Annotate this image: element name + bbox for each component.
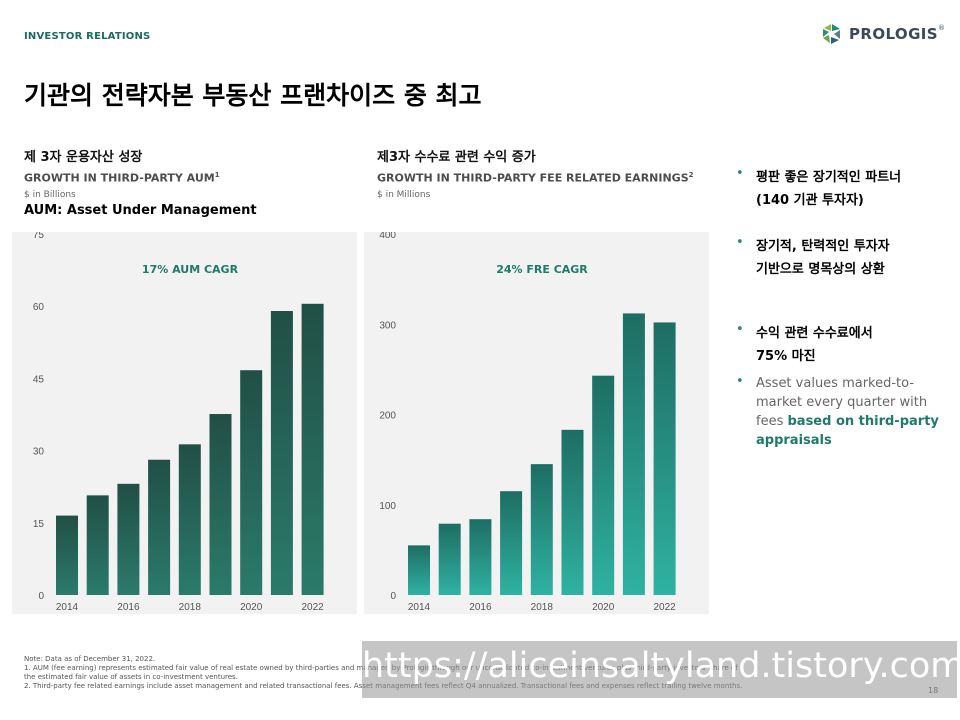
fre-y-tick-label: 100 (379, 501, 396, 512)
aum-title-en: GROWTH IN THIRD-PARTY AUM1 (24, 171, 220, 185)
fre-x-tick-label: 2016 (469, 602, 492, 613)
fre-bar-2018 (530, 464, 553, 595)
bullet-line: (140 기관 투자자) (756, 193, 864, 208)
fre-y-tick-label: 0 (390, 591, 396, 602)
bullet-line: 수익 관련 수수료에서 (756, 326, 873, 341)
prologis-logo: PROLOGIS ® (820, 22, 945, 46)
fre-x-tick-label: 2018 (531, 602, 554, 613)
fre-y-tick-label: 200 (379, 411, 396, 422)
watermark-text: https://aliceinsaltyland.tistory.com (362, 646, 960, 686)
footnote-line: Note: Data as of December 31, 2022. (24, 655, 156, 663)
aum-bar-2015 (86, 495, 109, 595)
fre-x-tick-label: 2020 (592, 602, 615, 613)
bullet-line: fees based on third-party (756, 414, 939, 429)
aum-y-tick-label: 30 (33, 447, 45, 458)
fre-title-en: GROWTH IN THIRD-PARTY FEE RELATED EARNIN… (377, 171, 694, 185)
fre-cagr-annotation: 24% FRE CAGR (496, 263, 588, 276)
fre-bar-2015 (438, 523, 461, 595)
aum-y-tick-label: 75 (33, 232, 45, 241)
fre-x-tick-label: 2014 (408, 602, 431, 613)
bullet-dot-icon: • (736, 235, 744, 250)
fre-chart-panel: 0 100 200 300 400 2014 2016 2018 2020 2022 24% FRE… (364, 232, 709, 614)
fre-x-tick-label: 2022 (653, 602, 676, 613)
aum-x-tick-label: 2022 (301, 602, 324, 613)
aum-definition: AUM: Asset Under Management (24, 202, 257, 218)
bullet-highlight: appraisals (756, 433, 832, 448)
aum-x-tick-label: 2018 (179, 602, 202, 613)
bullet-line: 평판 좋은 장기적인 파트너 (756, 170, 902, 185)
aum-x-tick-label: 2014 (56, 602, 79, 613)
aum-bar-2019 (209, 414, 232, 595)
fre-unit: $ in Millions (377, 189, 431, 200)
watermark-overlay: https://aliceinsaltyland.tistory.com (362, 641, 960, 698)
fre-bar-2021 (622, 313, 645, 595)
prologis-logo-icon (823, 24, 840, 44)
aum-y-tick-label: 0 (38, 591, 44, 602)
bullet-line: appraisals (756, 431, 941, 450)
aum-cagr-annotation: 17% AUM CAGR (142, 263, 239, 276)
fre-bar-2019 (561, 429, 584, 595)
logo-registered-mark: ® (937, 24, 945, 32)
bullet-dot-icon: • (736, 166, 744, 181)
fre-title-ko: 제3자 수수료 관련 수익 증가 (377, 150, 536, 165)
bullet-partner: • 평판 좋은 장기적인 파트너 (140 기관 투자자) (736, 166, 941, 212)
bullet-line: 75% 마진 (756, 349, 816, 364)
aum-bar-2020 (240, 370, 263, 595)
aum-bar-2017 (148, 459, 171, 595)
aum-x-tick-label: 2020 (240, 602, 263, 613)
aum-bar-chart: 0 15 30 45 60 75 2014 2016 2018 2020 2022 17% AUM C… (33, 232, 324, 613)
aum-y-tick-label: 45 (33, 374, 45, 385)
aum-bar-2014 (56, 515, 78, 595)
fre-bar-2016 (469, 519, 492, 595)
bullet-line: 장기적, 탄력적인 투자자 (756, 239, 890, 254)
aum-bar-2016 (117, 483, 140, 595)
aum-unit: $ in Billions (24, 189, 76, 200)
fre-chart-header: 제3자 수수료 관련 수익 증가 GROWTH IN THIRD-PARTY F… (377, 146, 694, 200)
bullet-margin: • 수익 관련 수수료에서 75% 마진 (736, 322, 941, 368)
aum-chart-header: 제 3자 운용자산 성장 GROWTH IN THIRD-PARTY AUM1 … (24, 146, 257, 218)
fre-y-tick-label: 300 (379, 320, 396, 331)
bullet-highlight: based on third-party (787, 414, 939, 429)
fre-footnote-ref: 2 (688, 171, 694, 179)
aum-footnote-ref: 1 (214, 171, 220, 179)
logo-text: PROLOGIS (849, 25, 938, 43)
bullet-line: Asset values marked-to- (756, 376, 915, 391)
fre-bar-2017 (500, 491, 523, 595)
footnote-line: the estimated fair value of assets in co… (24, 673, 238, 681)
page-title: 기관의 전략자본 부동산 프랜차이즈 중 최고 (24, 81, 482, 110)
bullet-line: market every quarter with (756, 395, 928, 410)
aum-bar-2018 (178, 444, 201, 595)
fre-y-tick-label: 400 (379, 232, 396, 241)
aum-y-tick-label: 60 (33, 302, 45, 313)
bullet-dot-icon: • (736, 374, 744, 389)
bullet-asset-values: • Asset values marked-to- market every q… (736, 374, 941, 450)
fre-bar-2022 (653, 322, 676, 595)
fre-bar-2020 (592, 375, 615, 595)
section-label: INVESTOR RELATIONS (24, 31, 151, 42)
bullet-dot-icon: • (736, 322, 744, 337)
aum-bar-2021 (270, 311, 293, 595)
aum-bar-2022 (301, 303, 324, 595)
fre-bar-2014 (408, 545, 430, 595)
aum-y-tick-label: 15 (33, 519, 45, 530)
aum-chart-panel: 0 15 30 45 60 75 2014 2016 2018 2020 2022 17% AUM C… (12, 232, 357, 614)
aum-title-ko: 제 3자 운용자산 성장 (24, 150, 143, 165)
bullet-line: 기반으로 명목상의 상환 (756, 262, 885, 277)
bullet-investor-base: • 장기적, 탄력적인 투자자 기반으로 명목상의 상환 (736, 235, 941, 281)
fre-bar-chart: 0 100 200 300 400 2014 2016 2018 2020 2022 24% FRE… (379, 232, 676, 613)
aum-x-tick-label: 2016 (117, 602, 140, 613)
